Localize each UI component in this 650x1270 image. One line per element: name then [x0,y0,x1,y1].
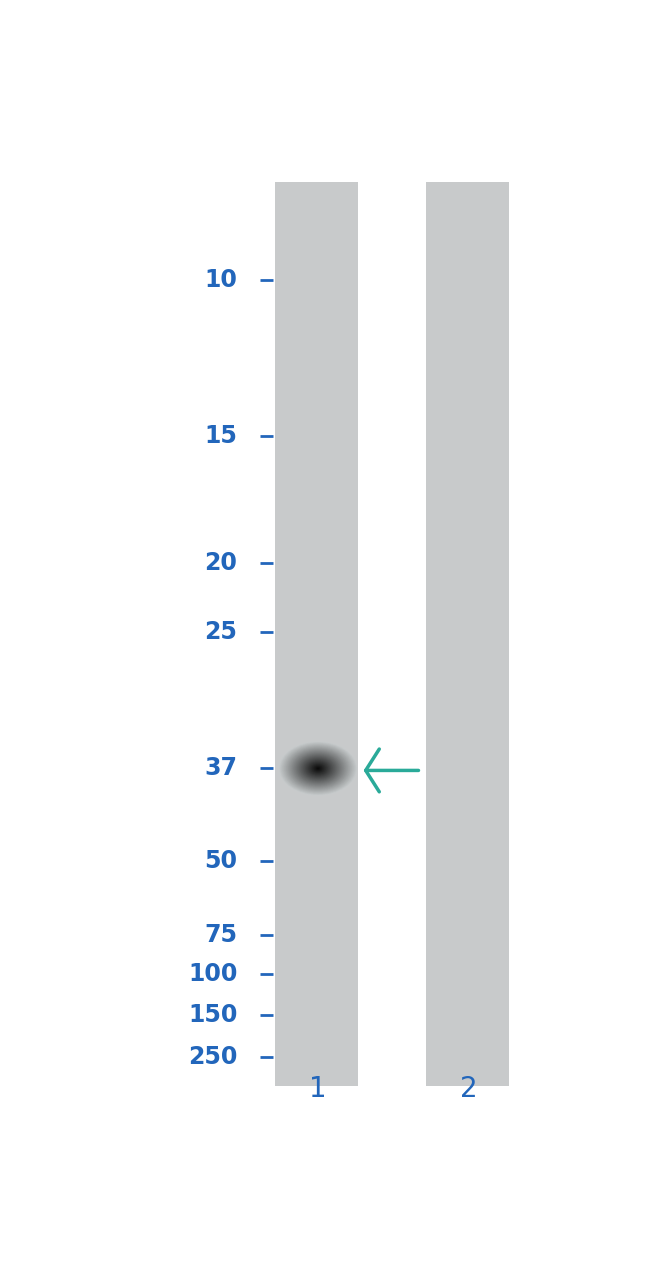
Ellipse shape [311,765,324,773]
Ellipse shape [313,766,322,772]
Text: 150: 150 [188,1003,237,1027]
Ellipse shape [291,751,344,787]
Text: 100: 100 [188,961,237,986]
Ellipse shape [300,756,336,781]
Ellipse shape [283,744,352,792]
Text: 250: 250 [188,1045,237,1069]
Ellipse shape [308,762,328,775]
Ellipse shape [294,752,342,785]
Ellipse shape [312,765,324,772]
Text: 10: 10 [205,268,237,292]
Ellipse shape [295,753,341,784]
Ellipse shape [281,743,354,794]
Text: 37: 37 [204,757,237,781]
Ellipse shape [294,752,341,785]
Ellipse shape [307,761,329,776]
Ellipse shape [287,748,348,790]
Ellipse shape [298,754,338,782]
Ellipse shape [283,744,353,792]
Ellipse shape [303,758,333,779]
Ellipse shape [289,749,346,789]
Ellipse shape [309,763,326,775]
Ellipse shape [302,758,333,780]
Ellipse shape [290,749,346,787]
Ellipse shape [304,759,332,779]
Ellipse shape [296,753,339,784]
Ellipse shape [292,751,344,786]
Ellipse shape [296,753,340,784]
Ellipse shape [288,748,348,789]
Ellipse shape [285,745,351,791]
Ellipse shape [281,743,355,794]
Ellipse shape [304,758,332,779]
Ellipse shape [280,742,356,795]
Ellipse shape [291,749,345,787]
Ellipse shape [279,742,357,795]
Bar [275,182,358,1086]
Ellipse shape [305,759,331,777]
Ellipse shape [284,745,352,791]
Ellipse shape [298,756,337,782]
Text: 15: 15 [205,424,237,448]
Ellipse shape [297,754,339,782]
Ellipse shape [286,747,350,790]
Text: 25: 25 [205,620,237,644]
Ellipse shape [293,752,343,786]
Ellipse shape [313,765,323,772]
Text: 1: 1 [309,1074,327,1102]
Ellipse shape [310,763,326,773]
Ellipse shape [280,743,356,795]
Text: 50: 50 [204,850,237,874]
Ellipse shape [301,757,335,780]
Ellipse shape [289,748,347,789]
Text: 75: 75 [204,923,237,946]
Ellipse shape [292,751,343,786]
Ellipse shape [299,756,337,781]
Text: 20: 20 [205,551,237,575]
Ellipse shape [315,766,321,771]
Ellipse shape [315,767,320,771]
Ellipse shape [302,757,334,780]
Ellipse shape [309,762,327,775]
Ellipse shape [311,763,325,773]
Text: 2: 2 [460,1074,478,1102]
Ellipse shape [316,767,320,770]
Ellipse shape [317,767,319,770]
Ellipse shape [306,759,330,777]
Ellipse shape [287,747,349,790]
Bar [426,182,510,1086]
Ellipse shape [314,766,322,771]
Ellipse shape [282,744,354,794]
Ellipse shape [285,745,350,791]
Ellipse shape [300,757,335,781]
Ellipse shape [307,761,328,776]
Ellipse shape [306,761,330,776]
